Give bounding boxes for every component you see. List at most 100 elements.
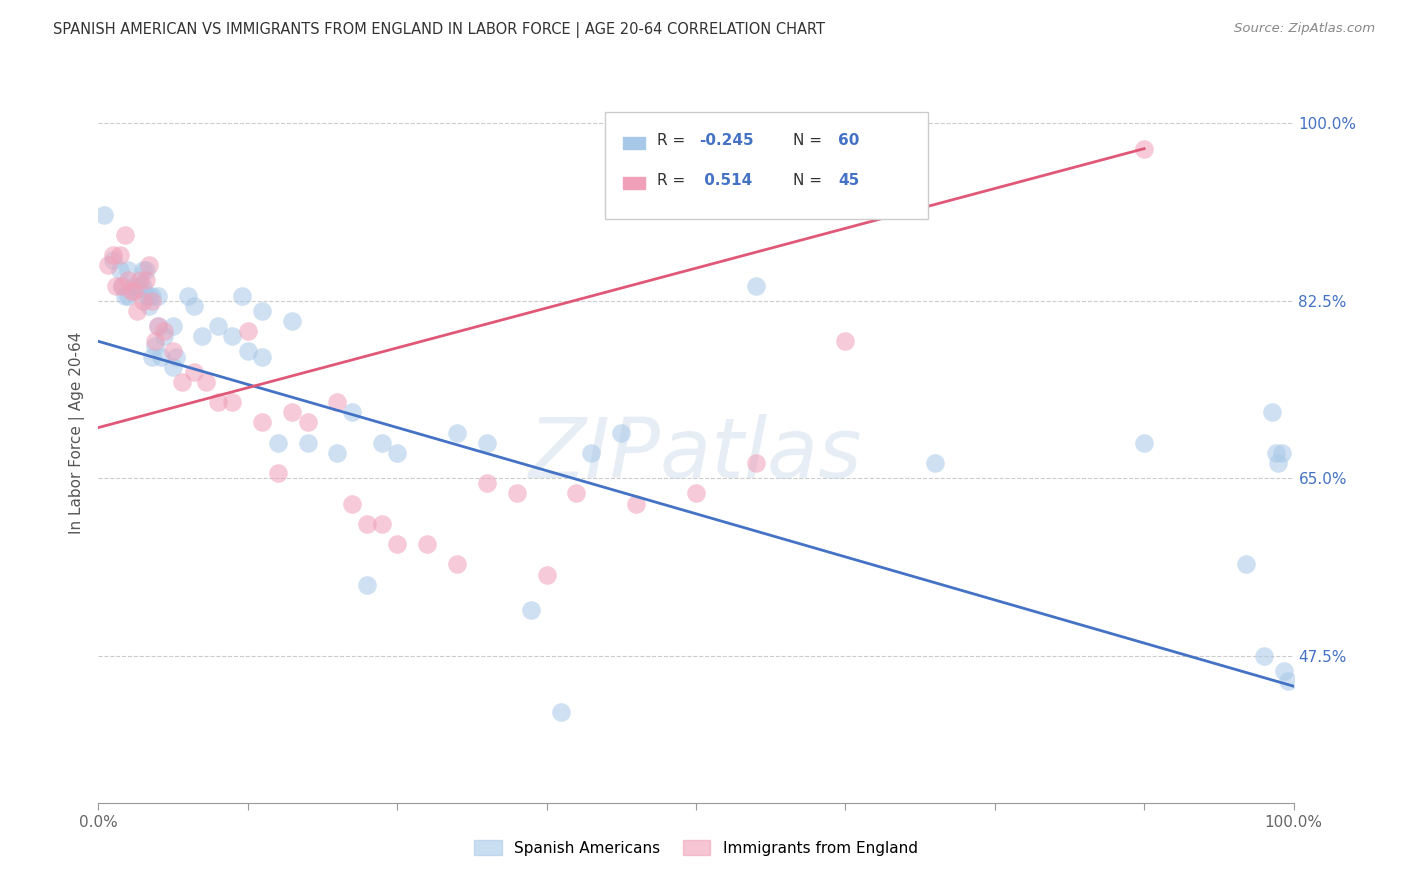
Point xyxy=(356,516,378,531)
Point xyxy=(114,227,136,242)
Point xyxy=(326,446,349,460)
Point xyxy=(1264,446,1286,460)
Point xyxy=(370,435,392,450)
Point xyxy=(297,435,319,450)
Text: 45: 45 xyxy=(838,173,859,187)
Point xyxy=(446,558,468,572)
Point xyxy=(221,395,243,409)
Point xyxy=(385,446,409,460)
Point xyxy=(101,253,124,268)
Point xyxy=(626,497,648,511)
Text: R =: R = xyxy=(657,173,690,187)
Point xyxy=(117,289,139,303)
Point xyxy=(446,425,468,440)
Point xyxy=(108,263,131,277)
Point xyxy=(475,476,498,491)
Point xyxy=(125,304,148,318)
Point xyxy=(1253,648,1275,663)
Point xyxy=(141,350,163,364)
Point xyxy=(250,350,273,364)
Point xyxy=(131,263,153,277)
Point xyxy=(162,319,184,334)
Point xyxy=(1234,558,1257,572)
Point xyxy=(520,603,543,617)
Point xyxy=(281,314,304,328)
Point xyxy=(135,263,157,277)
Point xyxy=(834,334,856,349)
Point xyxy=(148,289,170,303)
Point xyxy=(1133,435,1156,450)
Point xyxy=(267,466,290,480)
Point xyxy=(231,289,253,303)
Point xyxy=(1271,446,1294,460)
Point xyxy=(385,537,409,551)
Point xyxy=(475,435,498,450)
Point xyxy=(236,344,259,359)
Point xyxy=(250,416,273,430)
Point xyxy=(1272,664,1295,678)
Point xyxy=(138,299,160,313)
Point xyxy=(111,278,134,293)
Point xyxy=(138,289,160,303)
Text: Source: ZipAtlas.com: Source: ZipAtlas.com xyxy=(1234,22,1375,36)
Point xyxy=(111,278,134,293)
Point xyxy=(1133,142,1156,156)
Text: -0.245: -0.245 xyxy=(699,134,754,148)
Point xyxy=(141,293,163,308)
Point xyxy=(120,284,142,298)
Point xyxy=(93,208,115,222)
Point xyxy=(340,497,363,511)
Point xyxy=(162,359,184,374)
Point xyxy=(124,284,146,298)
Text: SPANISH AMERICAN VS IMMIGRANTS FROM ENGLAND IN LABOR FORCE | AGE 20-64 CORRELATI: SPANISH AMERICAN VS IMMIGRANTS FROM ENGL… xyxy=(53,22,825,38)
Point xyxy=(281,405,304,419)
Point xyxy=(195,375,218,389)
Point xyxy=(129,278,152,293)
Point xyxy=(143,334,166,349)
Text: N =: N = xyxy=(793,134,827,148)
Point xyxy=(579,446,602,460)
Point xyxy=(117,273,139,287)
Text: 60: 60 xyxy=(838,134,859,148)
Point xyxy=(162,344,184,359)
Point xyxy=(148,319,170,334)
Point xyxy=(207,395,229,409)
Point xyxy=(177,289,200,303)
Point xyxy=(191,329,214,343)
Point xyxy=(370,516,392,531)
Point xyxy=(101,248,124,262)
Point xyxy=(1267,456,1289,470)
Point xyxy=(172,375,194,389)
Point xyxy=(97,258,120,272)
Text: 0.514: 0.514 xyxy=(699,173,752,187)
Legend: Spanish Americans, Immigrants from England: Spanish Americans, Immigrants from Engla… xyxy=(468,834,924,862)
Point xyxy=(117,263,139,277)
Point xyxy=(326,395,349,409)
Point xyxy=(924,456,946,470)
Text: N =: N = xyxy=(793,173,827,187)
Point xyxy=(108,248,131,262)
Point xyxy=(250,304,273,318)
Point xyxy=(138,258,160,272)
Point xyxy=(131,293,153,308)
Point xyxy=(536,567,558,582)
Point xyxy=(236,324,259,338)
Point xyxy=(105,278,128,293)
Point xyxy=(125,278,148,293)
Point xyxy=(131,278,153,293)
Point xyxy=(340,405,363,419)
Point xyxy=(165,350,187,364)
Point xyxy=(183,299,205,313)
Point xyxy=(183,365,205,379)
Point xyxy=(221,329,243,343)
Point xyxy=(143,339,166,353)
Point xyxy=(506,486,529,500)
Point xyxy=(745,278,768,293)
Point xyxy=(124,278,146,293)
Point xyxy=(416,537,439,551)
Point xyxy=(148,319,170,334)
Point xyxy=(153,329,176,343)
Point xyxy=(207,319,229,334)
Point xyxy=(609,425,631,440)
Point xyxy=(685,486,707,500)
